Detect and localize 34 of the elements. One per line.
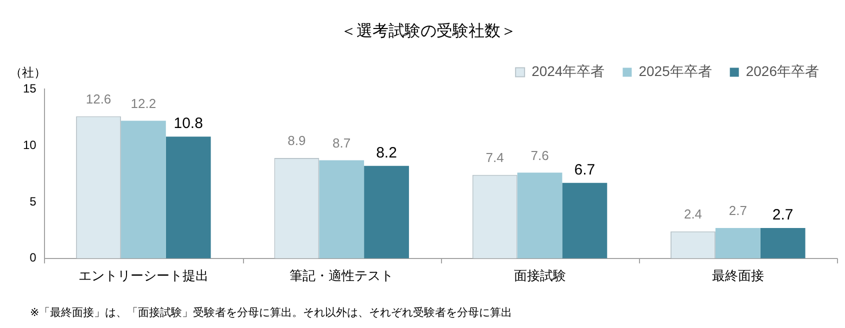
text: ※「最終面接」は、「面接試験」受験者を分母に算出。それ以外は、それぞれ受験者を分母に算出	[30, 306, 512, 320]
bar	[319, 160, 364, 258]
data-label: 8.9	[288, 133, 306, 148]
data-label: 7.6	[530, 148, 549, 163]
data-label: 10.8	[174, 115, 203, 132]
legend-label: 2026年卒者	[746, 63, 820, 80]
data-label: 12.2	[130, 96, 156, 111]
bar	[760, 228, 806, 258]
bar	[517, 172, 562, 258]
x-tick-label: 最終面接	[712, 268, 764, 283]
data-label: 8.7	[332, 135, 351, 150]
bar	[562, 182, 608, 258]
y-axis-title: （社）	[10, 66, 46, 80]
chart-title: ＜選考試験の受験社数＞	[340, 22, 516, 40]
x-tick-label: 面接試験	[514, 268, 566, 283]
legend-label: 2025年卒者	[638, 63, 712, 80]
bar	[715, 228, 760, 258]
data-label: 12.6	[86, 91, 112, 106]
data-label: 7.4	[486, 150, 504, 166]
y-tick-label: 15	[22, 82, 37, 96]
data-label: 2.7	[728, 203, 747, 218]
data-label: 8.2	[376, 144, 397, 162]
x-tick-label: 筆記・適性テスト	[290, 268, 394, 283]
bar	[120, 120, 166, 258]
x-tick-label: エントリーシート提出	[78, 268, 208, 283]
bar	[364, 166, 409, 258]
y-tick-label: 10	[22, 138, 37, 152]
legend-label: 2024年卒者	[532, 63, 605, 80]
data-label: 2.4	[684, 206, 702, 222]
y-tick-label: 5	[30, 194, 37, 208]
data-label: 6.7	[574, 161, 596, 178]
bar	[166, 136, 211, 258]
data-label: 2.7	[772, 206, 794, 224]
y-tick-label: 0	[30, 250, 37, 265]
